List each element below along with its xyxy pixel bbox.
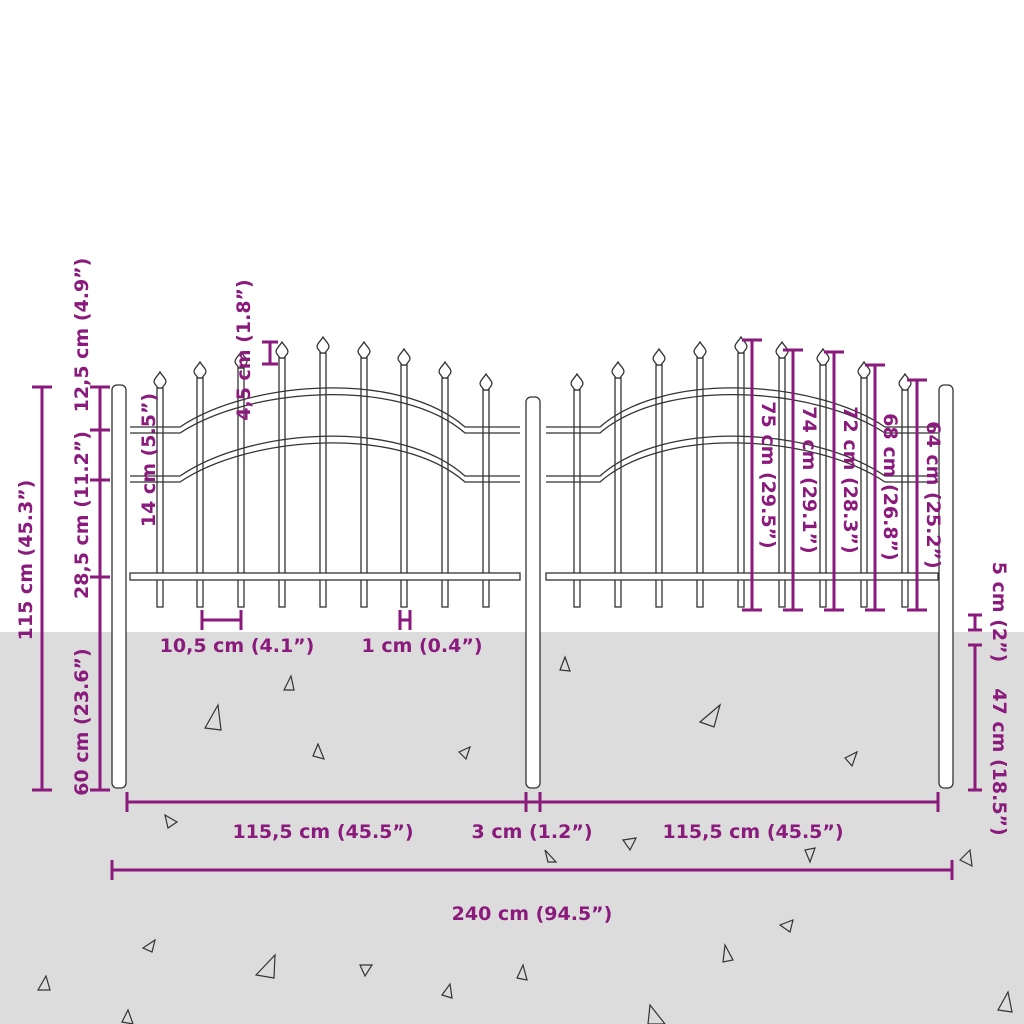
spear-tip	[857, 360, 871, 379]
picket-spacing-label: 10,5 cm (4.1”)	[160, 635, 315, 657]
spear-tip	[775, 340, 789, 359]
picket-height-label: 72 cm (28.3”)	[839, 406, 861, 553]
spear-tip	[397, 347, 411, 366]
spear-tip	[734, 335, 748, 354]
picket-height-label: 68 cm (26.8”)	[879, 413, 901, 560]
ground	[0, 632, 1024, 1024]
picket	[400, 364, 408, 608]
spear-tip	[316, 335, 330, 354]
spear-tip	[570, 372, 584, 391]
panel-width-left-label: 115,5 cm (45.5”)	[232, 821, 413, 843]
rails	[129, 387, 939, 581]
fence-drawing	[111, 335, 954, 789]
post-in-ground-label: 47 cm (18.5”)	[988, 688, 1010, 835]
picket	[319, 352, 327, 608]
spear-height-label: 4,5 cm (1.8”)	[233, 279, 255, 420]
picket	[655, 364, 663, 608]
spear-tip	[357, 340, 371, 359]
ground-rocks	[36, 655, 1013, 1024]
spear-tip	[693, 340, 707, 359]
picket	[737, 352, 745, 608]
spear-tip	[275, 340, 289, 359]
spear-tip	[611, 360, 625, 379]
rail-gap-label: 14 cm (5.5”)	[138, 393, 160, 527]
rail-to-base-label: 28,5 cm (11.2”)	[71, 431, 93, 599]
picket	[278, 357, 286, 608]
spear-tip	[652, 347, 666, 366]
right-post	[938, 384, 954, 789]
in-ground-label: 60 cm (23.6”)	[71, 648, 93, 795]
spear-tip	[193, 360, 207, 379]
picket-height-label: 64 cm (25.2”)	[922, 421, 944, 568]
dimension-lines	[32, 338, 982, 880]
pickets	[153, 335, 912, 608]
panel-width-right-label: 115,5 cm (45.5”)	[662, 821, 843, 843]
spear-tip	[479, 372, 493, 391]
spear-tip	[234, 350, 248, 369]
spear-tip	[816, 347, 830, 366]
ground-clearance-label: 5 cm (2”)	[988, 562, 1010, 663]
picket-height-label: 74 cm (29.1”)	[798, 406, 820, 553]
post-width-label: 3 cm (1.2”)	[471, 821, 592, 843]
middle-post	[525, 396, 541, 789]
picket-height-label: 75 cm (29.5”)	[757, 401, 779, 548]
spear-tip	[898, 372, 912, 391]
picket-width-label: 1 cm (0.4”)	[361, 635, 482, 657]
spear-tip	[153, 370, 167, 389]
spear-tip	[438, 360, 452, 379]
dimension-labels: 115 cm (45.3”) 12,5 cm (4.9”) 28,5 cm (1…	[15, 258, 1010, 925]
top-section-label: 12,5 cm (4.9”)	[71, 258, 93, 413]
left-post	[111, 384, 127, 789]
total-width-label: 240 cm (94.5”)	[452, 903, 613, 925]
picket	[696, 357, 704, 608]
total-height-label: 115 cm (45.3”)	[15, 480, 37, 641]
